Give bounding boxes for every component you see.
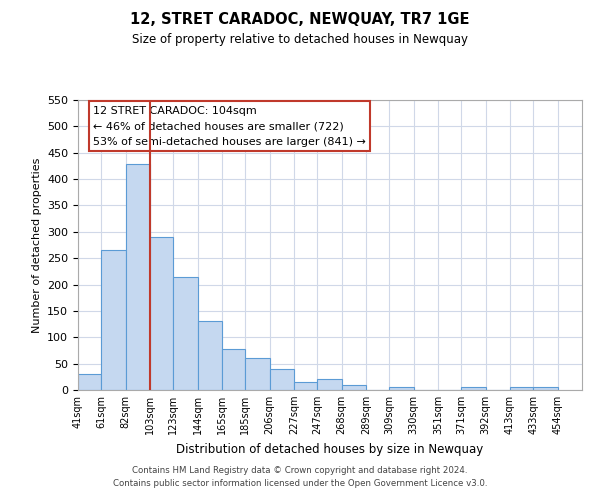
Bar xyxy=(294,382,317,390)
Bar xyxy=(245,358,269,390)
Text: Size of property relative to detached houses in Newquay: Size of property relative to detached ho… xyxy=(132,32,468,46)
Bar xyxy=(150,237,173,390)
Bar xyxy=(222,350,245,390)
Bar xyxy=(78,374,101,390)
Bar xyxy=(341,384,366,390)
Y-axis label: Number of detached properties: Number of detached properties xyxy=(32,158,41,332)
Bar xyxy=(533,388,557,390)
Bar xyxy=(173,276,197,390)
Bar xyxy=(389,388,413,390)
Bar xyxy=(317,380,341,390)
Bar xyxy=(125,164,150,390)
Text: 12 STRET CARADOC: 104sqm
← 46% of detached houses are smaller (722)
53% of semi-: 12 STRET CARADOC: 104sqm ← 46% of detach… xyxy=(93,106,366,147)
Bar xyxy=(510,388,533,390)
Bar xyxy=(461,388,485,390)
Text: Contains HM Land Registry data © Crown copyright and database right 2024.
Contai: Contains HM Land Registry data © Crown c… xyxy=(113,466,487,487)
Text: 12, STRET CARADOC, NEWQUAY, TR7 1GE: 12, STRET CARADOC, NEWQUAY, TR7 1GE xyxy=(130,12,470,28)
Bar xyxy=(197,322,222,390)
X-axis label: Distribution of detached houses by size in Newquay: Distribution of detached houses by size … xyxy=(176,442,484,456)
Bar xyxy=(269,369,294,390)
Bar xyxy=(101,250,125,390)
